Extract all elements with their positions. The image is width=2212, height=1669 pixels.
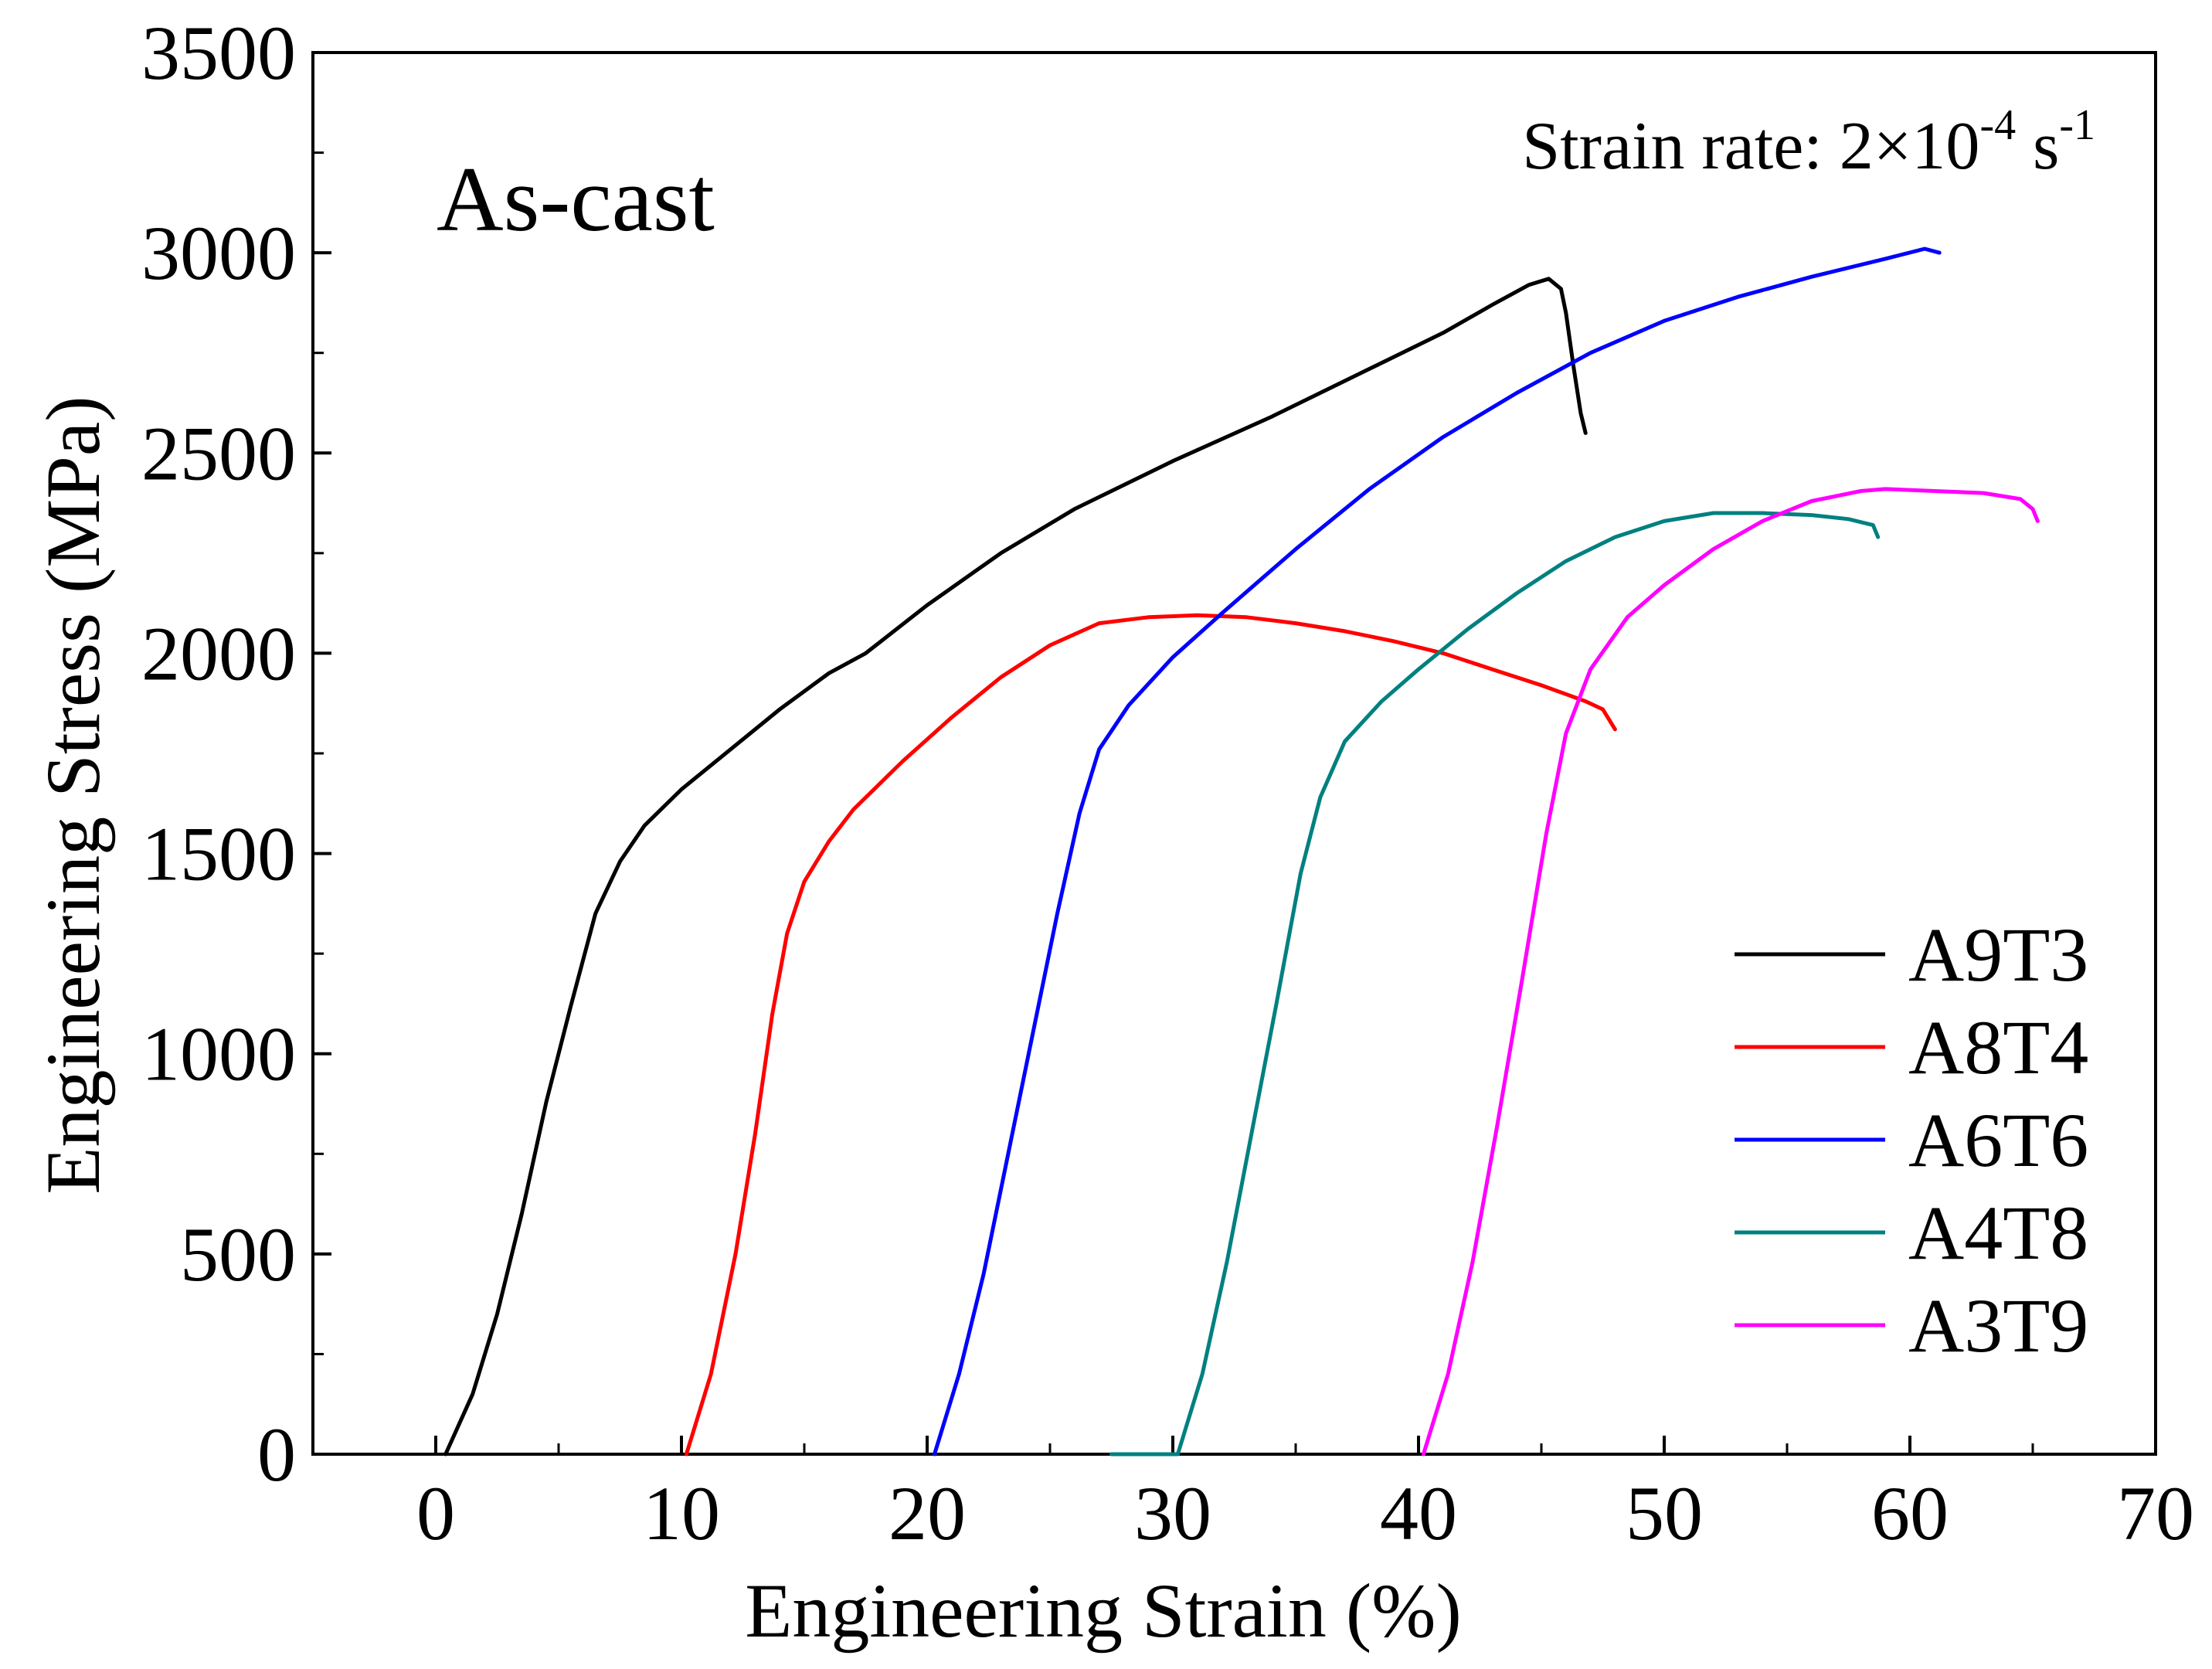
strain-rate-exponent: -4	[1979, 101, 2016, 149]
x-tick-label: 70	[2117, 1470, 2194, 1556]
strain-rate-annotation: Strain rate: 2×10-4 s-1	[1522, 101, 2095, 184]
plot-frame	[311, 51, 2157, 1456]
series-curves	[443, 246, 2040, 1457]
y-tick-label: 1500	[141, 811, 296, 897]
strain-rate-unit-exponent: -1	[2059, 101, 2095, 149]
x-tick-label: 0	[416, 1470, 455, 1556]
tick-labels: 0 10 20 30 40 50 60 70 0 500 1000 1500 2000 2500 3000 3…	[141, 10, 2194, 1556]
y-tick-label: 2000	[141, 610, 296, 696]
series-line-a3t9	[1421, 487, 2040, 1457]
y-tick-label: 0	[257, 1412, 296, 1497]
legend-label-a4t8: A4T8	[1908, 1190, 2088, 1276]
x-tick-label: 30	[1134, 1470, 1211, 1556]
x-tick-label: 40	[1380, 1470, 1457, 1556]
x-tick-label: 20	[889, 1470, 966, 1556]
series-line-a8t4	[684, 613, 1617, 1457]
legend-label-a3t9: A3T9	[1908, 1283, 2088, 1368]
y-tick-label: 1000	[141, 1011, 296, 1097]
y-tick-label: 500	[180, 1212, 296, 1297]
strain-rate-prefix: Strain rate: 2×10	[1522, 109, 1979, 184]
series-line-a6t6	[933, 246, 1942, 1457]
series-line-a4t8	[1109, 511, 1881, 1457]
legend-label-a6t6: A6T6	[1908, 1097, 2088, 1183]
y-axis-title: Engineering Stress (MPa)	[30, 396, 116, 1194]
x-tick-label: 60	[1871, 1470, 1949, 1556]
y-tick-label: 3500	[141, 10, 296, 96]
y-tick-label: 2500	[141, 410, 296, 496]
x-tick-label: 10	[643, 1470, 720, 1556]
legend-label-a9t3: A9T3	[1908, 912, 2088, 998]
strain-rate-unit: s	[2016, 109, 2059, 184]
x-axis-title: Engineering Strain (%)	[745, 1568, 1462, 1654]
y-tick-label: 3000	[141, 210, 296, 296]
x-tick-label: 50	[1626, 1470, 1703, 1556]
tick-marks	[311, 51, 2157, 1456]
panel-label: As-cast	[437, 148, 715, 250]
series-line-a9t3	[443, 277, 1588, 1457]
legend-label-a8t4: A8T4	[1908, 1004, 2088, 1090]
